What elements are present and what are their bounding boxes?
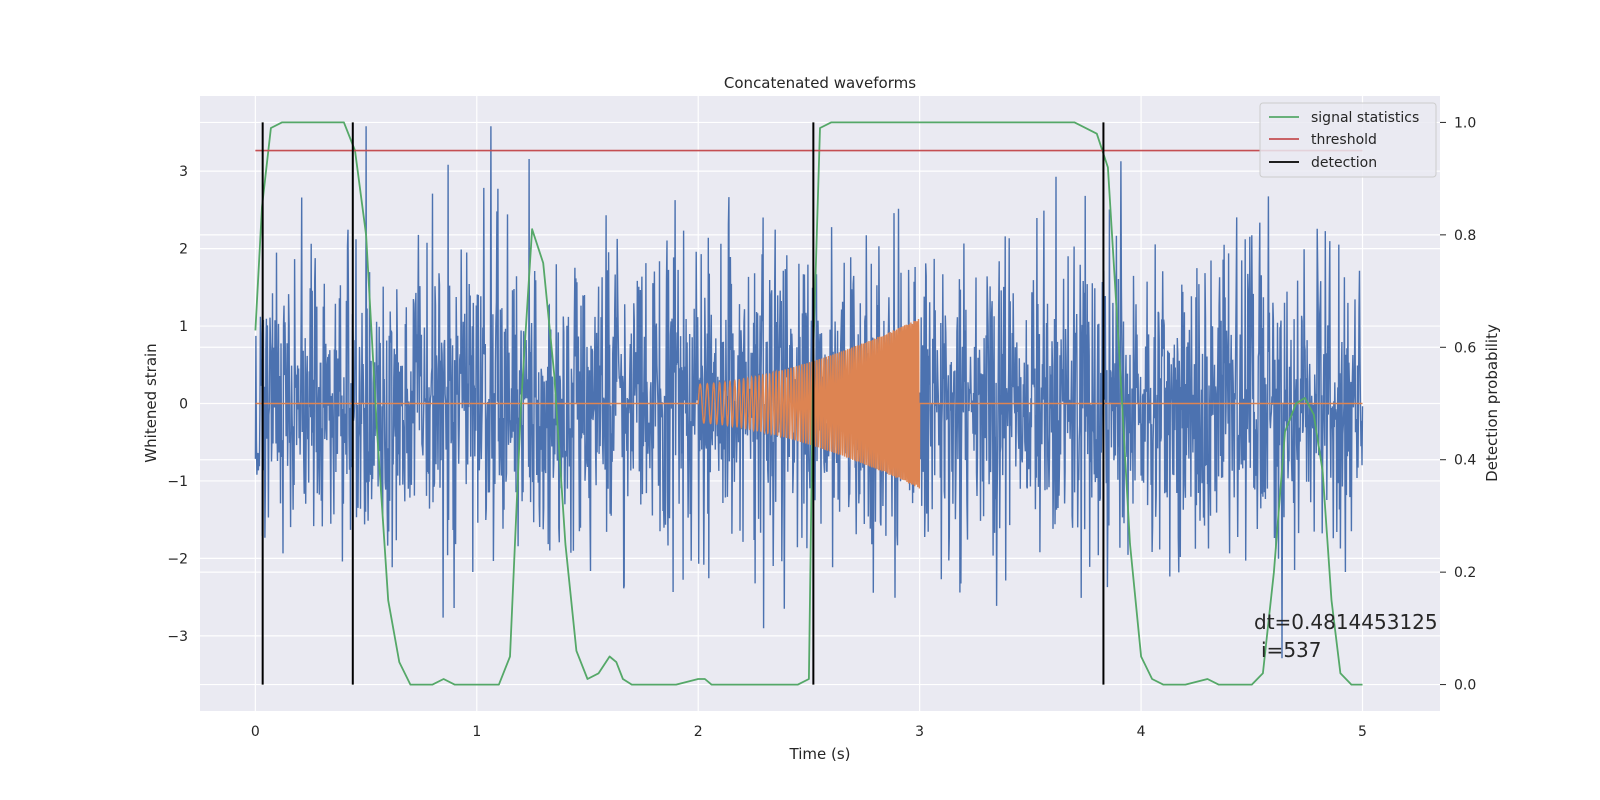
y-tick-label-3: 0	[179, 397, 188, 413]
legend-signal-label: signal statistics	[1311, 110, 1419, 126]
strain-noise-line	[254, 126, 1364, 659]
legend-box	[1259, 102, 1437, 178]
x-tick-label-4: 4	[1137, 724, 1146, 740]
y2-tick-label-5: 1.0	[1454, 115, 1476, 131]
probability-series	[254, 121, 1363, 686]
x-tick-label-1: 1	[472, 724, 481, 740]
y-axis-label: Whitened strain	[142, 343, 160, 462]
y2-tick-label-0: 0.0	[1454, 678, 1476, 694]
chirp-line	[255, 318, 1363, 489]
axes-text: 0 1 2 3 4 5 −3 −2 −1 0 1 2 3 0.0 0.2 0.4 0.6 0.8 1.0	[167, 115, 1476, 740]
y-tick-label-6: 3	[179, 164, 188, 180]
y2-tick-label-4: 0.8	[1454, 228, 1476, 244]
legend-threshold-label: threshold	[1311, 132, 1377, 148]
annotation-i: i=537	[1261, 638, 1322, 662]
y2-tick-label-3: 0.6	[1454, 340, 1476, 356]
chirp-series	[255, 318, 1363, 489]
y2-axis-label: Detection probability	[1483, 324, 1501, 482]
y-tick-label-5: 2	[179, 242, 188, 258]
y-tick-label-2: −1	[167, 474, 188, 490]
annotation-dt: dt=0.4814453125	[1254, 610, 1438, 634]
x-tick-label-0: 0	[251, 724, 260, 740]
y2-tick-label-1: 0.2	[1454, 565, 1476, 581]
x-axis-label: Time (s)	[789, 745, 851, 763]
legend-detection-label: detection	[1311, 155, 1377, 171]
strain-noise-series	[254, 126, 1364, 659]
chart-title: Concatenated waveforms	[724, 74, 916, 92]
y-tick-label-0: −3	[167, 629, 188, 645]
signal-statistics-line	[254, 121, 1363, 686]
x-tick-label-3: 3	[915, 724, 924, 740]
y-tick-label-4: 1	[179, 319, 188, 335]
x-tick-label-2: 2	[694, 724, 703, 740]
legend: signal statistics threshold detection	[1259, 102, 1437, 178]
y-tick-label-1: −2	[167, 551, 188, 567]
y2-tick-label-2: 0.4	[1454, 453, 1476, 469]
x-tick-label-5: 5	[1358, 724, 1367, 740]
